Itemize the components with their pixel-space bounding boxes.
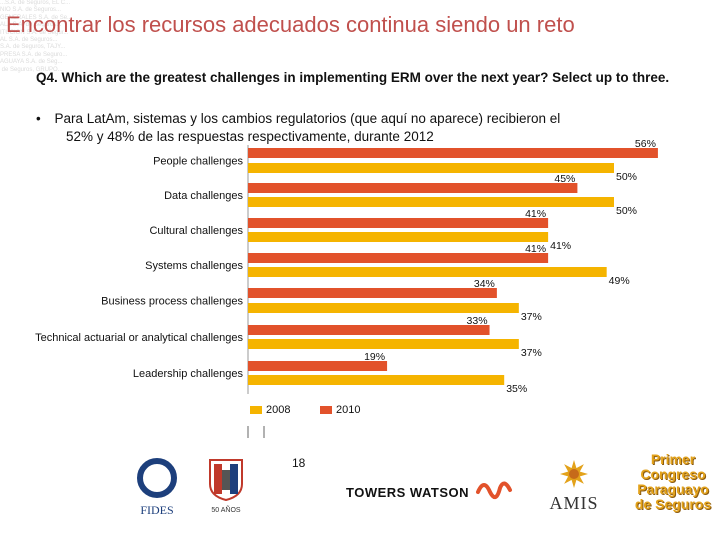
towers-watson-swoosh-icon — [476, 481, 512, 500]
category-label-2: Cultural challenges — [149, 225, 243, 237]
data-label-2008-6: 35% — [506, 383, 527, 395]
congreso-line-2: Congreso — [640, 466, 706, 482]
congreso-line-4: de Seguros — [634, 496, 712, 512]
bar-2008-0 — [248, 163, 614, 173]
towers-watson-wordmark: TOWERS WATSON — [346, 485, 470, 500]
congreso-line-3: Paraguayo — [637, 481, 709, 497]
data-label-2008-3: 49% — [609, 275, 630, 287]
category-label-1: Data challenges — [164, 190, 243, 202]
category-label-4: Business process challenges — [101, 296, 243, 308]
bar-2008-4 — [248, 303, 519, 313]
fifty-years-logo: 50 AÑOS — [202, 456, 250, 518]
data-label-2008-1: 50% — [616, 205, 637, 217]
fides-logo: FIDES — [132, 458, 182, 517]
background-watermark-text: ...S.A. de Seguros, EL C... NIO S.A. de … — [0, 0, 73, 73]
towers-watson-logo: TOWERS WATSON — [346, 484, 469, 502]
data-label-2010-1: 45% — [554, 173, 575, 185]
bar-2008-3 — [248, 267, 607, 277]
bar-2010-6 — [248, 361, 388, 371]
amis-logo: AMIS — [544, 458, 604, 513]
bullet-symbol: • — [36, 111, 41, 126]
bar-2008-1 — [248, 197, 614, 207]
category-label-0: People challenges — [153, 156, 243, 168]
data-label-2010-4: 34% — [474, 278, 495, 290]
data-label-2010-2: 41% — [525, 208, 546, 220]
slide-title: Encontrar los recursos adecuados continu… — [6, 12, 575, 37]
congreso-logo: Primer Congreso Paraguayo de Seguros — [628, 452, 718, 512]
data-label-2008-5: 37% — [521, 347, 542, 359]
congreso-line-1: Primer — [650, 451, 696, 467]
data-label-2010-5: 33% — [467, 315, 488, 327]
bar-2010-0 — [248, 148, 658, 158]
data-label-2008-0: 50% — [616, 171, 637, 183]
data-label-2008-2: 41% — [550, 240, 571, 252]
bar-2010-1 — [248, 183, 578, 193]
bullet-note: • Para LatAm, sistemas y los cambios reg… — [36, 110, 696, 146]
data-label-2010-3: 41% — [525, 243, 546, 255]
bullet-line-1: Para LatAm, sistemas y los cambios regul… — [54, 111, 561, 126]
bar-2010-3 — [248, 253, 549, 263]
data-label-2010-0: 56% — [635, 138, 656, 150]
bar-2010-2 — [248, 218, 549, 228]
legend-label-2010: 2010 — [336, 404, 361, 416]
category-label-6: Leadership challenges — [133, 368, 244, 380]
bar-2008-6 — [248, 375, 505, 385]
bar-2010-4 — [248, 288, 497, 298]
page-number: 18 — [292, 456, 306, 470]
fides-emblem-icon — [137, 458, 177, 498]
legend-label-2008: 2008 — [266, 404, 291, 416]
bar-2010-5 — [248, 325, 490, 335]
fifty-years-emblem-icon — [209, 459, 243, 502]
fifty-years-label: 50 AÑOS — [211, 507, 241, 514]
bar-2008-5 — [248, 339, 519, 349]
legend-swatch-2010 — [320, 406, 332, 414]
category-label-3: Systems challenges — [145, 260, 243, 272]
fides-wordmark: FIDES — [140, 503, 174, 517]
bullet-line-2: 52% y 48% de las respuestas respectivame… — [66, 129, 434, 144]
bar-2008-2 — [248, 232, 549, 242]
data-label-2010-6: 19% — [364, 351, 385, 363]
question-text: Q4. Which are the greatest challenges in… — [36, 70, 670, 85]
amis-sun-icon — [560, 460, 588, 488]
legend-swatch-2008 — [250, 406, 262, 414]
data-label-2008-4: 37% — [521, 311, 542, 323]
category-label-5: Technical actuarial or analytical challe… — [35, 332, 243, 344]
amis-wordmark: AMIS — [549, 493, 599, 513]
